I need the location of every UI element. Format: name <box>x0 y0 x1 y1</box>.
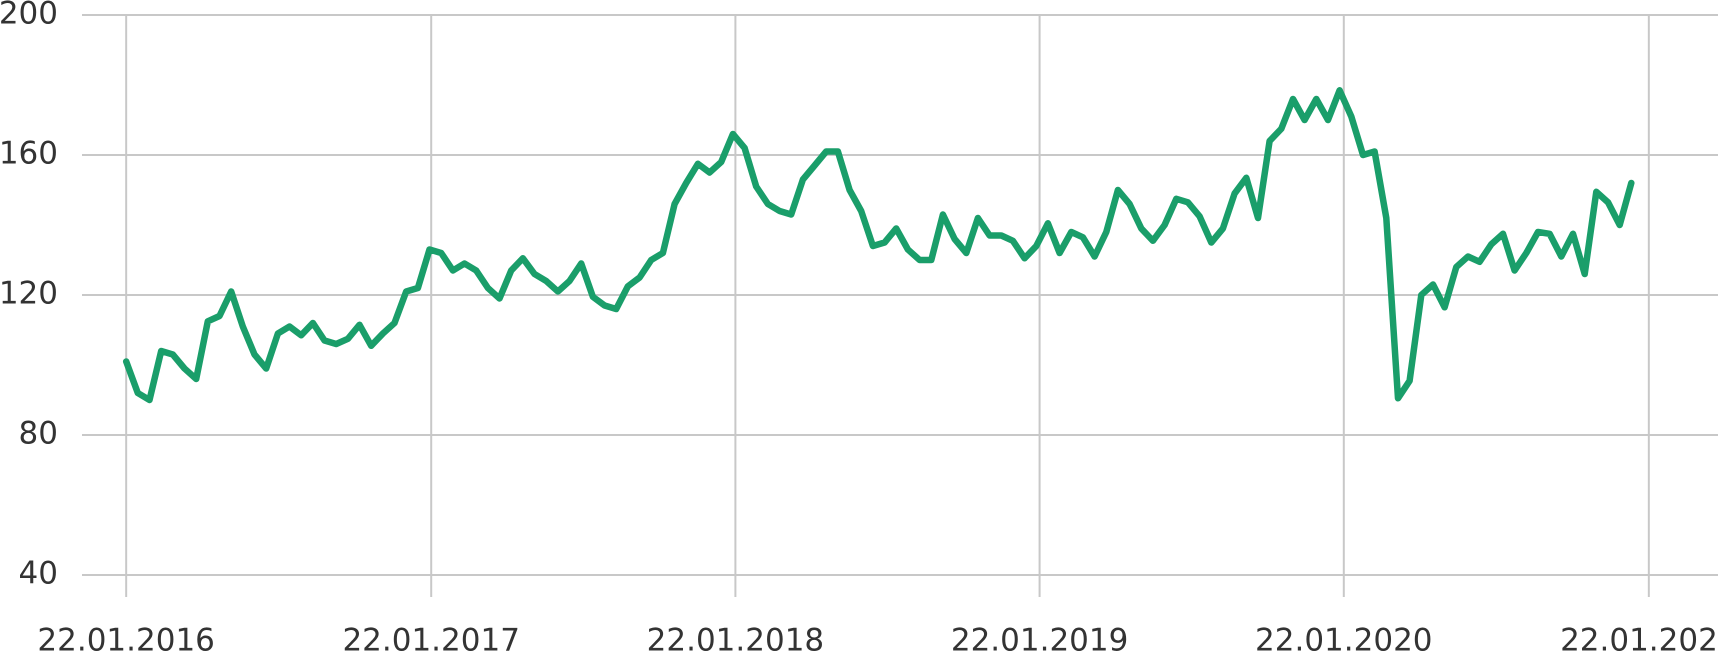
x-tick-label: 22.01.2019 <box>951 623 1129 658</box>
x-tick-label: 22.01.2016 <box>37 623 215 658</box>
x-tick-label: 22.01.2018 <box>647 623 825 658</box>
x-tick-label: 22.01.2021 <box>1560 623 1718 658</box>
y-tick-label: 200 <box>0 0 58 32</box>
x-tick-label: 22.01.2017 <box>342 623 520 658</box>
y-tick-label: 160 <box>0 136 58 172</box>
line <box>122 87 1635 404</box>
y-tick-label: 120 <box>0 276 58 312</box>
y-tick-label: 40 <box>19 556 58 592</box>
x-tick-label: 22.01.2020 <box>1255 623 1433 658</box>
y-tick-label: 80 <box>19 416 58 452</box>
